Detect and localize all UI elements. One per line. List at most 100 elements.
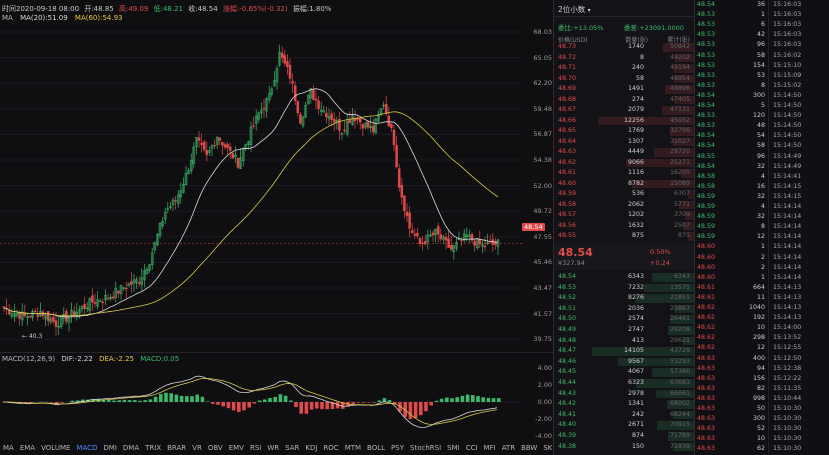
indicator-tab-skdj[interactable]: SKDJ <box>543 444 553 452</box>
kline-chart-panel[interactable]: 时间2020-09-18 08:00 开:48.85 高:49.09 低:48.… <box>0 0 554 455</box>
indicator-tab-cci[interactable]: CCI <box>465 444 478 452</box>
ask-row[interactable]: 48.58 2062 5771 <box>554 200 694 211</box>
ask-row[interactable]: 48.57 1202 3709 <box>554 210 694 221</box>
bid-row[interactable]: 48.45 4067 57360 <box>554 367 694 378</box>
trade-amount: 52 <box>756 425 765 433</box>
indicator-tab-kdj[interactable]: KDJ <box>305 444 318 452</box>
bid-row[interactable]: 48.39 874 71789 <box>554 431 694 442</box>
bid-row[interactable]: 48.50 2574 26461 <box>554 314 694 325</box>
candle-body <box>288 64 292 79</box>
precision-selector[interactable]: 2位小数 ▾ <box>558 4 591 15</box>
trade-time: 15:10:30 <box>773 425 802 433</box>
indicator-tab-smi[interactable]: SMI <box>447 444 460 452</box>
indicator-tab-mfi[interactable]: MFI <box>483 444 496 452</box>
ask-row[interactable]: 48.60 8782 15089 <box>554 179 694 190</box>
candle-body <box>369 125 372 128</box>
indicator-tab-macd[interactable]: MACD <box>76 444 98 452</box>
indicator-tab-dmi[interactable]: DMI <box>103 444 117 452</box>
candle-body <box>442 236 445 240</box>
macd-bar <box>356 402 361 403</box>
ask-row[interactable]: 48.65 1769 32796 <box>554 126 694 137</box>
pane-divider <box>0 352 553 353</box>
ma-legend: MA MA(20):51.09 MA(60):54.93 <box>2 14 128 22</box>
indicator-tab-ma[interactable]: MA <box>3 444 14 452</box>
ask-row[interactable]: 48.71 240 49194 <box>554 63 694 74</box>
indicator-tab-bbw[interactable]: BBW <box>521 444 538 452</box>
indicator-tab-stochrsi[interactable]: StochRSI <box>410 444 442 452</box>
bid-row[interactable]: 48.43 2978 66661 <box>554 389 694 400</box>
indicator-tab-mtm[interactable]: MTM <box>344 444 362 452</box>
ask-row[interactable]: 48.70 58 48954 <box>554 74 694 85</box>
trade-amount: 58 <box>756 51 765 59</box>
macd-plot[interactable] <box>0 362 522 442</box>
info-amplitude: 振幅:1.80% <box>292 5 332 13</box>
macd-bar <box>377 400 381 402</box>
info-low: 低:48.21 <box>153 5 184 13</box>
bid-row[interactable]: 48.53 7232 13575 <box>554 283 694 294</box>
bid-row[interactable]: 48.54 6343 6343 <box>554 272 694 283</box>
bid-row[interactable]: 48.47 14105 43726 <box>554 346 694 357</box>
ask-row[interactable]: 48.64 1307 31027 <box>554 137 694 148</box>
bid-row[interactable]: 48.51 2036 23887 <box>554 304 694 315</box>
price-tick: 54.38 <box>533 156 552 164</box>
trade-amount: 54 <box>756 132 765 140</box>
indicator-tab-sar[interactable]: SAR <box>285 444 300 452</box>
bid-row[interactable]: 48.52 8276 21851 <box>554 293 694 304</box>
bid-total: 68002 <box>669 400 690 408</box>
ask-row[interactable]: 48.56 1632 2507 <box>554 221 694 232</box>
indicator-tab-psy[interactable]: PSY <box>391 444 404 452</box>
indicator-tab-ema[interactable]: EMA <box>19 444 36 452</box>
trade-amount: 2 <box>760 253 765 261</box>
indicator-tab-roc[interactable]: ROC <box>323 444 339 452</box>
indicator-tab-obv[interactable]: OBV <box>207 444 223 452</box>
ask-row[interactable]: 48.72 8 49202 <box>554 53 694 64</box>
indicator-tab-volume[interactable]: VOLUME <box>41 444 71 452</box>
bid-row[interactable]: 48.44 6323 63683 <box>554 378 694 389</box>
candle-body <box>260 109 263 114</box>
trade-time: 15:13:52 <box>773 334 802 342</box>
ask-row[interactable]: 48.59 536 6307 <box>554 189 694 200</box>
ask-row[interactable]: 48.63 4449 29720 <box>554 147 694 158</box>
candle-body <box>228 146 232 151</box>
ask-row[interactable]: 48.55 875 875 <box>554 231 694 242</box>
bid-row[interactable]: 48.40 2671 70915 <box>554 420 694 431</box>
bid-row[interactable]: 48.38 150 71939 <box>554 442 694 453</box>
bid-row[interactable]: 48.41 242 68244 <box>554 410 694 421</box>
candle-body <box>210 145 214 149</box>
ask-row[interactable]: 48.67 2079 47131 <box>554 105 694 116</box>
ask-amount: 58 <box>635 74 644 82</box>
ask-row[interactable]: 48.62 9066 25271 <box>554 158 694 169</box>
ma20-legend: MA(20):51.09 <box>20 14 68 22</box>
bid-row[interactable]: 48.46 9567 53293 <box>554 357 694 368</box>
bid-row[interactable]: 48.42 1341 68002 <box>554 399 694 410</box>
indicator-tab-wr[interactable]: WR <box>267 444 280 452</box>
indicator-tab-dma[interactable]: DMA <box>122 444 140 452</box>
macd-bar <box>200 396 205 402</box>
candlestick-plot[interactable]: 69.05 → ← 40.3 <box>0 20 522 352</box>
price-tick: 59.48 <box>533 104 552 113</box>
trade-price: 48.53 <box>697 41 716 49</box>
indicator-tab-brar[interactable]: BRAR <box>167 444 187 452</box>
bid-row[interactable]: 48.49 2747 29208 <box>554 325 694 336</box>
macd-legend-name[interactable]: MACD(12,26,9) <box>2 355 56 363</box>
indicator-tab-emv[interactable]: EMV <box>228 444 244 452</box>
bid-row[interactable]: 48.48 413 29621 <box>554 336 694 347</box>
ask-row[interactable]: 48.66 12256 45052 <box>554 116 694 127</box>
macd-bar <box>450 398 454 402</box>
ask-row[interactable]: 48.68 274 47405 <box>554 95 694 106</box>
indicator-tab-atr[interactable]: ATR <box>501 444 516 452</box>
depth-bar <box>653 148 694 157</box>
macd-histogram <box>3 392 501 420</box>
indicator-tab-rsi[interactable]: RSI <box>249 444 262 452</box>
candle-body <box>478 239 482 245</box>
ask-row[interactable]: 48.73 1740 50842 <box>554 42 694 53</box>
depth-bar <box>688 190 694 199</box>
indicator-tab-boll[interactable]: BOLL <box>367 444 386 452</box>
ask-row[interactable]: 48.69 1491 48896 <box>554 84 694 95</box>
ma-legend-name[interactable]: MA <box>2 14 13 22</box>
indicator-tab-vr[interactable]: VR <box>192 444 202 452</box>
macd-bar <box>107 400 111 402</box>
indicator-tab-trix[interactable]: TRIX <box>145 444 162 452</box>
ask-row[interactable]: 48.61 1116 16205 <box>554 168 694 179</box>
trade-price: 48.53 <box>697 112 716 120</box>
